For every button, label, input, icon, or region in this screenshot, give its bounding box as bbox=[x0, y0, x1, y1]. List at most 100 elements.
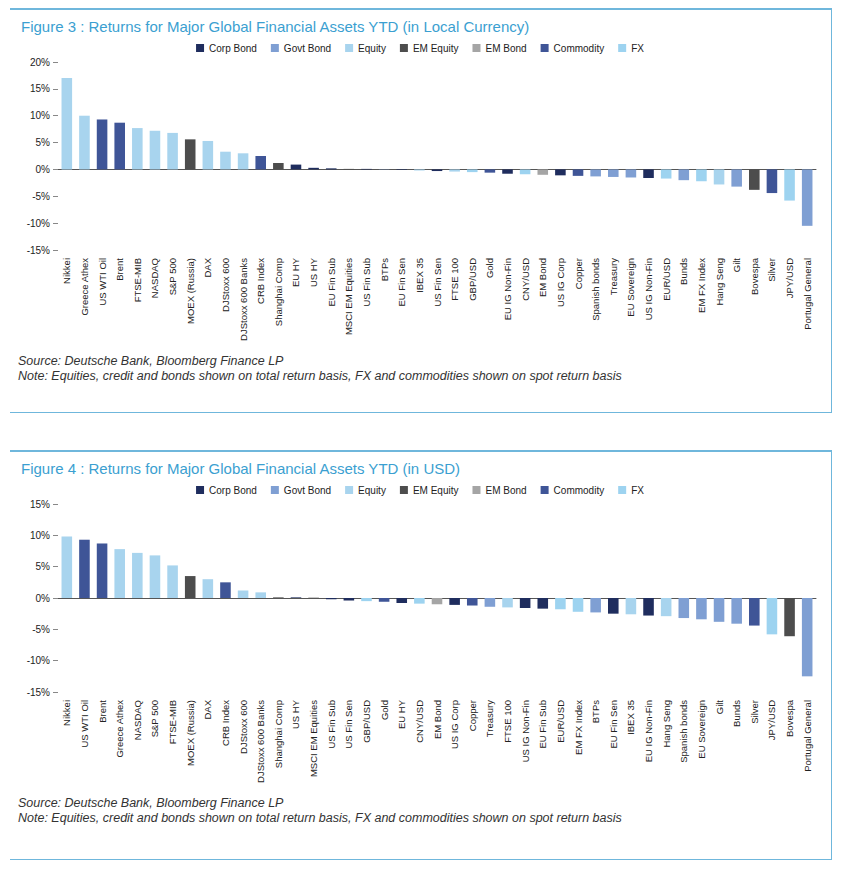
svg-text:CNY/USD: CNY/USD bbox=[520, 258, 531, 301]
svg-text:MOEX (Russia): MOEX (Russia) bbox=[185, 258, 196, 324]
svg-text:Gold: Gold bbox=[379, 700, 390, 720]
svg-text:FTSE-MIB: FTSE-MIB bbox=[167, 700, 178, 744]
svg-text:BTPs: BTPs bbox=[590, 700, 601, 723]
svg-text:Bovespa: Bovespa bbox=[749, 257, 760, 295]
svg-text:DJStoxx 600 Banks: DJStoxx 600 Banks bbox=[238, 258, 249, 341]
svg-text:DJStoxx 600: DJStoxx 600 bbox=[220, 258, 231, 312]
svg-text:EM FX Index: EM FX Index bbox=[573, 700, 584, 755]
svg-text:Commodity: Commodity bbox=[554, 485, 605, 496]
svg-text:Greece Athex: Greece Athex bbox=[79, 258, 90, 316]
svg-text:-10%: -10% bbox=[27, 655, 50, 666]
svg-text:EU Fin Sen: EU Fin Sen bbox=[396, 258, 407, 307]
svg-text:EU Fin Sub: EU Fin Sub bbox=[326, 258, 337, 307]
svg-text:0%: 0% bbox=[36, 593, 51, 604]
svg-text:US Fin Sen: US Fin Sen bbox=[432, 258, 443, 307]
svg-text:Spanish bonds: Spanish bonds bbox=[678, 700, 689, 763]
svg-text:10%: 10% bbox=[30, 530, 50, 541]
svg-text:Brent: Brent bbox=[97, 700, 108, 723]
svg-text:10%: 10% bbox=[30, 110, 50, 121]
svg-text:Spanish bonds: Spanish bonds bbox=[590, 258, 601, 321]
svg-text:MOEX (Russia): MOEX (Russia) bbox=[185, 700, 196, 766]
svg-text:Shanghai Comp: Shanghai Comp bbox=[273, 700, 284, 768]
svg-text:-10%: -10% bbox=[27, 218, 50, 229]
svg-text:0%: 0% bbox=[36, 164, 51, 175]
svg-text:Nikkei: Nikkei bbox=[61, 700, 72, 726]
svg-text:Corp Bond: Corp Bond bbox=[209, 43, 257, 54]
svg-text:-5%: -5% bbox=[32, 624, 50, 635]
svg-text:EM Equity: EM Equity bbox=[413, 485, 459, 496]
svg-text:EU Fin Sub: EU Fin Sub bbox=[537, 700, 548, 749]
svg-text:EUR/USD: EUR/USD bbox=[661, 258, 672, 301]
svg-text:DAX: DAX bbox=[202, 257, 213, 277]
svg-text:US IG Non-Fin: US IG Non-Fin bbox=[643, 258, 654, 320]
svg-text:US Fin Sub: US Fin Sub bbox=[361, 258, 372, 307]
svg-text:S&P 500: S&P 500 bbox=[149, 700, 160, 737]
svg-text:Copper: Copper bbox=[573, 258, 584, 289]
svg-text:DAX: DAX bbox=[202, 699, 213, 719]
svg-text:Portugal General: Portugal General bbox=[802, 700, 813, 772]
svg-text:Equity: Equity bbox=[358, 43, 386, 54]
svg-text:US HY: US HY bbox=[308, 257, 319, 287]
svg-text:Equity: Equity bbox=[358, 485, 386, 496]
svg-text:FX: FX bbox=[631, 43, 644, 54]
svg-text:Silver: Silver bbox=[766, 258, 777, 282]
svg-text:5%: 5% bbox=[36, 561, 51, 572]
svg-text:EM Bond: EM Bond bbox=[485, 485, 526, 496]
svg-text:EM Bond: EM Bond bbox=[432, 700, 443, 739]
svg-text:EU HY: EU HY bbox=[396, 699, 407, 729]
svg-text:Govt Bond: Govt Bond bbox=[284, 43, 331, 54]
svg-text:EU IG Non-Fin: EU IG Non-Fin bbox=[502, 258, 513, 320]
svg-text:US Fin Sen: US Fin Sen bbox=[343, 700, 354, 749]
svg-text:JPY/USD: JPY/USD bbox=[766, 700, 777, 740]
svg-text:Gilt: Gilt bbox=[731, 258, 742, 273]
svg-text:Figure 3 : Returns for Major G: Figure 3 : Returns for Major Global Fina… bbox=[21, 18, 529, 35]
svg-text:FTSE 100: FTSE 100 bbox=[449, 258, 460, 301]
svg-text:US IG Corp: US IG Corp bbox=[449, 700, 460, 749]
svg-text:EM Equity: EM Equity bbox=[413, 43, 459, 54]
svg-text:Gilt: Gilt bbox=[714, 700, 725, 715]
svg-text:Silver: Silver bbox=[749, 700, 760, 724]
svg-text:CRB Index: CRB Index bbox=[220, 700, 231, 746]
svg-text:15%: 15% bbox=[30, 83, 50, 94]
svg-text:-15%: -15% bbox=[27, 245, 50, 256]
svg-text:JPY/USD: JPY/USD bbox=[784, 258, 795, 298]
svg-text:EU HY: EU HY bbox=[290, 257, 301, 287]
svg-text:MSCI EM Equities: MSCI EM Equities bbox=[343, 258, 354, 335]
svg-text:Commodity: Commodity bbox=[554, 43, 605, 54]
svg-text:DJStoxx 600: DJStoxx 600 bbox=[238, 700, 249, 754]
svg-text:EUR/USD: EUR/USD bbox=[555, 700, 566, 743]
svg-text:EU Sovereign: EU Sovereign bbox=[696, 700, 707, 759]
svg-text:Copper: Copper bbox=[467, 700, 478, 731]
svg-text:Portugal General: Portugal General bbox=[802, 258, 813, 330]
svg-text:CNY/USD: CNY/USD bbox=[414, 700, 425, 743]
svg-text:NASDAQ: NASDAQ bbox=[132, 700, 143, 740]
svg-text:NASDAQ: NASDAQ bbox=[149, 258, 160, 298]
svg-text:Brent: Brent bbox=[114, 258, 125, 281]
svg-text:Gold: Gold bbox=[484, 258, 495, 278]
svg-text:FTSE 100: FTSE 100 bbox=[502, 700, 513, 743]
svg-text:US HY: US HY bbox=[290, 699, 301, 729]
svg-text:GBP/USD: GBP/USD bbox=[467, 258, 478, 301]
svg-text:US IG Corp: US IG Corp bbox=[555, 258, 566, 307]
svg-text:CRB Index: CRB Index bbox=[255, 258, 266, 304]
svg-text:EM Bond: EM Bond bbox=[537, 258, 548, 297]
svg-text:S&P 500: S&P 500 bbox=[167, 258, 178, 295]
svg-text:US WTI Oil: US WTI Oil bbox=[79, 700, 90, 748]
svg-text:IBEX 35: IBEX 35 bbox=[625, 700, 636, 735]
svg-text:Treasury: Treasury bbox=[484, 700, 495, 737]
svg-text:Nikkei: Nikkei bbox=[61, 258, 72, 284]
svg-text:EU IG Non-Fin: EU IG Non-Fin bbox=[643, 700, 654, 762]
svg-text:Greece Athex: Greece Athex bbox=[114, 700, 125, 758]
svg-text:FX: FX bbox=[631, 485, 644, 496]
svg-text:Hang Seng: Hang Seng bbox=[661, 700, 672, 748]
svg-text:-5%: -5% bbox=[32, 191, 50, 202]
svg-text:GBP/USD: GBP/USD bbox=[361, 700, 372, 743]
svg-text:EU Fin Sen: EU Fin Sen bbox=[608, 700, 619, 749]
svg-text:Govt Bond: Govt Bond bbox=[284, 485, 331, 496]
svg-text:Bovespa: Bovespa bbox=[784, 699, 795, 737]
svg-text:EM FX Index: EM FX Index bbox=[696, 258, 707, 313]
svg-text:20%: 20% bbox=[30, 57, 50, 68]
svg-text:Figure 4 : Returns for Major G: Figure 4 : Returns for Major Global Fina… bbox=[21, 460, 460, 477]
svg-text:MSCI EM Equities: MSCI EM Equities bbox=[308, 700, 319, 777]
svg-text:BTPs: BTPs bbox=[379, 258, 390, 281]
